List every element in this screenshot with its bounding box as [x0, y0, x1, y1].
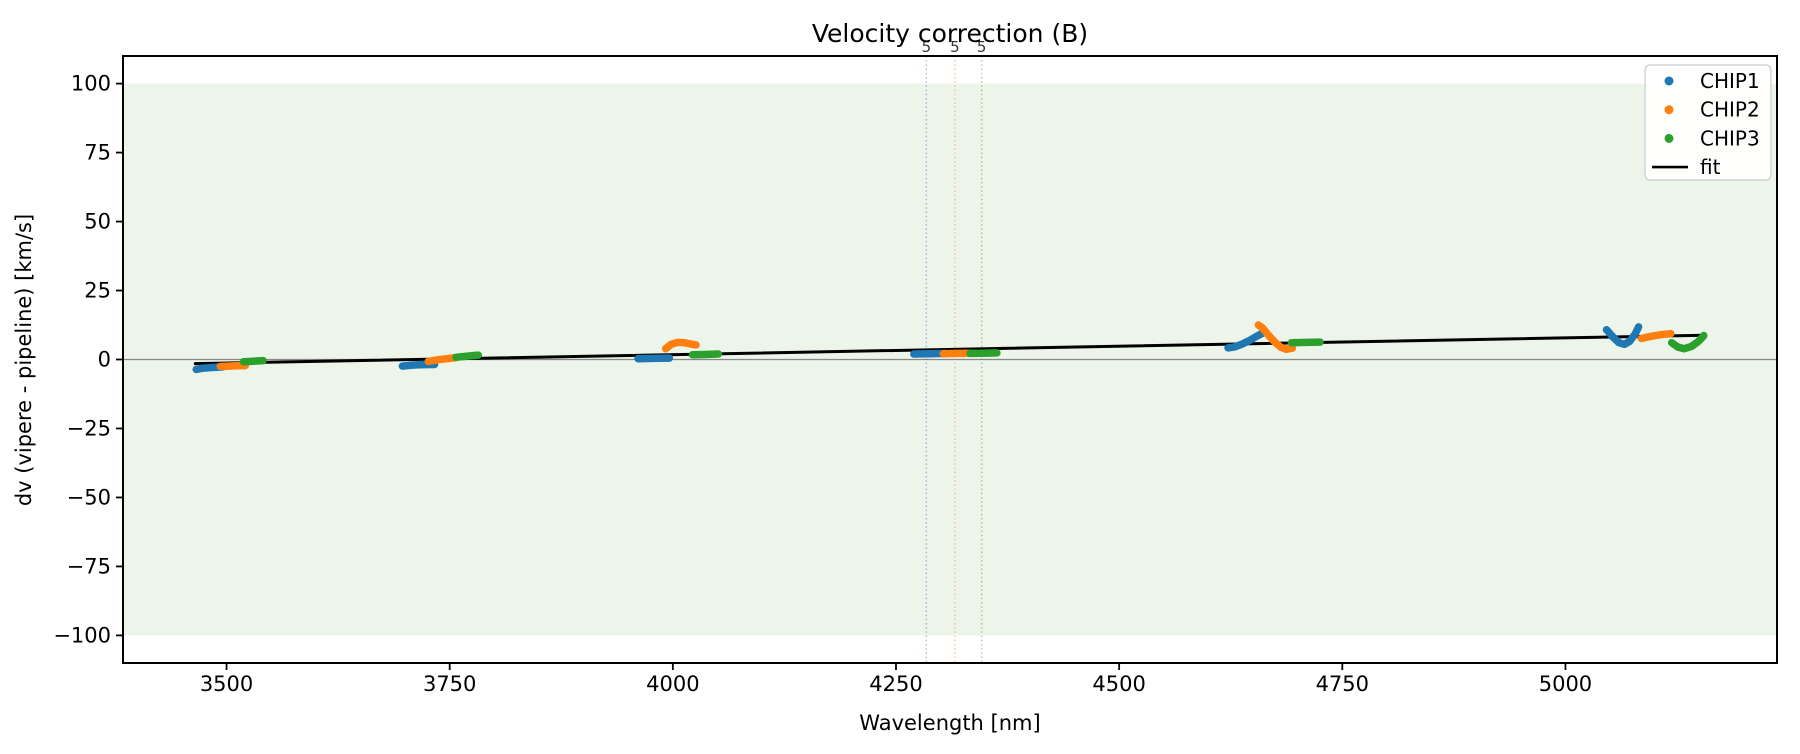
x-tick-label: 4250: [869, 672, 922, 696]
series-chip2-segment-4: [939, 349, 974, 358]
y-tick-label: 100: [71, 72, 111, 96]
chip-reference-label-3: 5: [977, 38, 987, 56]
x-tick-label: 4750: [1316, 672, 1369, 696]
legend-label-chip2: CHIP2: [1700, 98, 1760, 122]
y-tick-label: 25: [84, 279, 111, 303]
chip-reference-label-1: 5: [922, 38, 932, 56]
y-tick-label: −75: [67, 554, 111, 578]
series-chip1-segment-3: [634, 354, 674, 363]
y-tick-label: 0: [98, 348, 111, 372]
series-chip3-segment-3: [688, 350, 723, 359]
y-tick-label: −50: [67, 485, 111, 509]
series-chip3-segment-5: [1287, 338, 1324, 347]
x-tick-label: 3500: [200, 672, 253, 696]
y-tick-label: 75: [84, 141, 111, 165]
y-axis-label: dv (vipere - pipeline) [km/s]: [12, 214, 36, 506]
series-chip3-segment-6: [1667, 331, 1708, 353]
legend-box: [1644, 64, 1772, 181]
series-chip3-segment-4: [966, 349, 1001, 358]
x-tick-label: 4000: [646, 672, 699, 696]
legend-marker-chip1: [1664, 76, 1674, 86]
y-tick-label: −100: [53, 623, 111, 647]
series-chip1-segment-6: [1602, 323, 1643, 349]
series-chip2-segment-5: [1254, 321, 1297, 354]
series-chip3-segment-1: [239, 356, 267, 366]
y-tick-label: 50: [84, 210, 111, 234]
legend-marker-chip2: [1664, 105, 1674, 115]
series-chip2-segment-3: [661, 338, 700, 353]
legend-marker-chip3: [1664, 133, 1674, 143]
series-chip3-segment-2: [452, 351, 483, 362]
series-chip1-segment-5: [1224, 329, 1267, 352]
x-tick-label: 3750: [423, 672, 476, 696]
chart-title: Velocity correction (B): [812, 19, 1088, 48]
x-tick-label: 5000: [1539, 672, 1592, 696]
legend-label-chip3: CHIP3: [1700, 126, 1760, 150]
y-tick-label: −25: [67, 416, 111, 440]
series-chip2-segment-1: [216, 361, 250, 371]
x-axis-label: Wavelength [nm]: [859, 711, 1040, 735]
series-chip2-segment-6: [1637, 329, 1675, 343]
series-chip2-segment-2: [424, 353, 460, 366]
chip-reference-label-2: 5: [950, 38, 960, 56]
legend-label-chip1: CHIP1: [1700, 69, 1760, 93]
x-tick-label: 4500: [1092, 672, 1145, 696]
legend-label-fit: fit: [1700, 155, 1721, 179]
